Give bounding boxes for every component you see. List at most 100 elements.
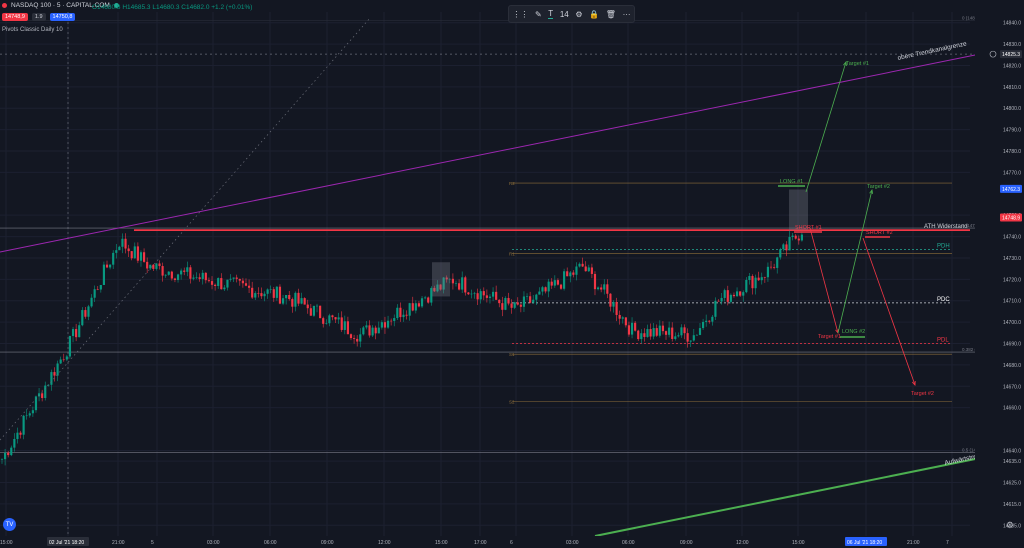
candle (661, 321, 665, 335)
candle-body (44, 385, 47, 399)
candle (10, 445, 13, 457)
drag-handle-icon[interactable]: ⋮⋮ (512, 9, 529, 19)
fib-level-label: 0 (14855.0) (962, 16, 986, 21)
candle (59, 356, 62, 365)
level-label: PDL (937, 338, 949, 344)
candle-body (652, 328, 655, 337)
candle-body (226, 279, 229, 288)
candle (322, 316, 325, 328)
order-row: 14748,9 1.9 14750,8 (2, 13, 76, 21)
candle (436, 280, 439, 293)
candle-body (56, 363, 59, 376)
sell-price-button[interactable]: 14748,9 (2, 13, 28, 21)
candle (593, 271, 597, 296)
candle-body (127, 248, 130, 252)
candle (315, 303, 319, 313)
candle-body (139, 252, 143, 261)
drawing-toolbar: ⋮⋮ ✎ T 14 ⚙ 🔒 🗑 ··· (508, 5, 635, 23)
candle-body (454, 283, 458, 284)
candle-body (538, 291, 541, 295)
symbol-label[interactable]: NASDAQ 100 · 5 · CAPITAL.COM (11, 2, 110, 9)
candle-body (510, 303, 513, 308)
candle (501, 296, 504, 317)
candle (717, 299, 720, 302)
candle-body (300, 298, 303, 304)
candle-body (105, 264, 109, 268)
candle-body (587, 267, 590, 272)
gear-icon[interactable]: ⚙ (575, 9, 583, 19)
candle (507, 292, 510, 306)
candle-body (745, 279, 748, 293)
candle-body (698, 328, 702, 335)
candle-body (408, 303, 411, 316)
candle-body (541, 287, 544, 292)
candle-body (414, 303, 417, 311)
candle (606, 279, 609, 299)
candle (498, 299, 501, 308)
candle-body (87, 306, 90, 317)
candle (516, 297, 519, 306)
candle (183, 267, 186, 276)
candle (152, 263, 155, 271)
time-tick-label: 03:00 (566, 540, 579, 546)
candle (368, 320, 371, 338)
candle (133, 242, 136, 259)
font-size-value[interactable]: 14 (559, 9, 569, 19)
candle (791, 232, 794, 241)
candle-body (705, 320, 708, 322)
candle (732, 292, 736, 298)
candle (371, 325, 374, 338)
price-tick-label: 14780.0 (1003, 149, 1021, 155)
candle-body (353, 338, 356, 339)
candle-body (674, 336, 677, 339)
candle (630, 317, 634, 339)
candle-body (615, 301, 618, 315)
candle (377, 321, 380, 334)
pivot-label: S2 (509, 399, 515, 404)
candle (192, 274, 195, 281)
candle-body (195, 277, 198, 278)
candle (550, 278, 553, 289)
candle (590, 263, 593, 279)
candle-body (720, 297, 723, 302)
more-icon[interactable]: ··· (622, 9, 631, 19)
candle (519, 303, 522, 313)
candle-body (436, 284, 439, 292)
candle (210, 276, 214, 290)
price-tick-label: 14840.0 (1003, 21, 1021, 27)
candle-body (609, 293, 612, 307)
candle (708, 320, 711, 324)
candle-body (19, 432, 22, 435)
candle-body (507, 297, 510, 304)
indicator-label[interactable]: Pivots Classic Daily 10 (2, 27, 63, 33)
candle-body (383, 322, 387, 328)
candle-body (458, 283, 461, 290)
candle (473, 291, 476, 299)
candle-body (411, 303, 414, 311)
candle (668, 321, 671, 338)
gear-icon[interactable]: ⚙ (1005, 520, 1014, 530)
candle-body (671, 327, 674, 339)
tradingview-logo-icon[interactable]: TV (3, 518, 16, 531)
buy-price-button[interactable]: 14750,8 (49, 13, 76, 21)
text-tool-icon[interactable]: T (548, 9, 554, 19)
candle-body (640, 333, 643, 340)
candle-body (495, 291, 498, 300)
time-label-bg (47, 537, 89, 546)
candle-body (10, 447, 13, 456)
candle-body (192, 277, 195, 279)
candle (587, 264, 590, 272)
candle (408, 302, 411, 321)
pencil-icon[interactable]: ✎ (534, 9, 542, 19)
candle (575, 262, 578, 281)
candle-body (473, 293, 476, 294)
candle (257, 287, 260, 298)
candle (198, 273, 201, 282)
pivot-label: R2 (509, 181, 515, 186)
candle-body (420, 298, 424, 307)
trash-icon[interactable]: 🗑 (605, 9, 616, 19)
lock-icon[interactable]: 🔒 (589, 9, 600, 19)
candle-body (563, 271, 566, 289)
time-tick-label: 06:00 (622, 540, 635, 546)
